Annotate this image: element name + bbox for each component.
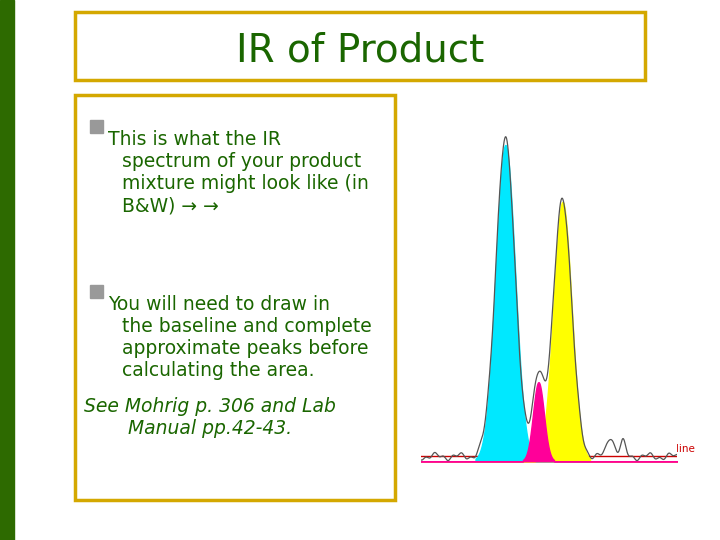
Text: You will need to draw in: You will need to draw in [108, 295, 330, 314]
Bar [90, 120, 103, 133]
Text: mixture might look like (in: mixture might look like (in [122, 174, 369, 193]
Text: This is what the IR: This is what the IR [108, 130, 281, 149]
FancyBboxPatch shape [75, 12, 645, 80]
Text: spectrum of your product: spectrum of your product [122, 152, 361, 171]
Text: See Mohrig p. 306 and Lab: See Mohrig p. 306 and Lab [84, 397, 336, 416]
Text: approximate peaks before: approximate peaks before [122, 339, 369, 358]
Text: calculating the area.: calculating the area. [122, 361, 315, 380]
Bar [90, 285, 103, 298]
Text: baseline: baseline [651, 444, 695, 454]
Text: the baseline and complete: the baseline and complete [122, 317, 372, 336]
Text: B&W) → →: B&W) → → [122, 196, 219, 215]
Text: Manual pp.42-43.: Manual pp.42-43. [128, 419, 292, 438]
Text: IR of Product: IR of Product [236, 31, 484, 69]
Bar [0, 0, 14, 540]
FancyBboxPatch shape [75, 95, 395, 500]
